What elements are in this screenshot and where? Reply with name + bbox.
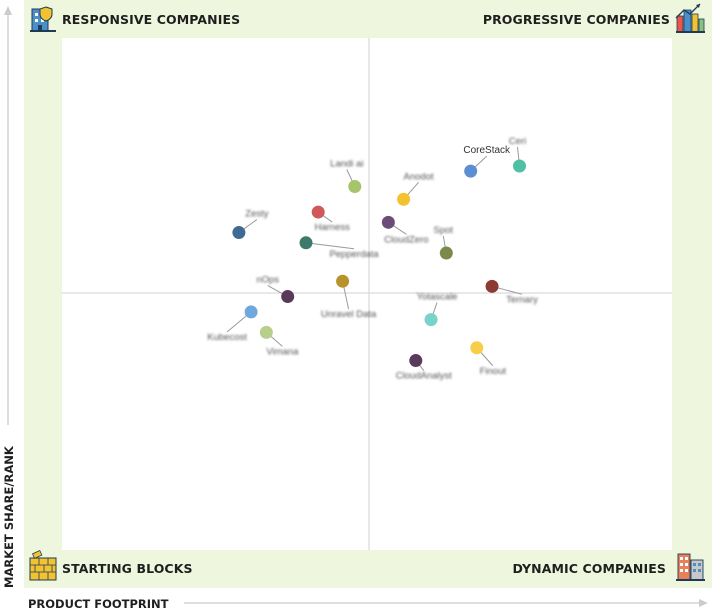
data-point-label: nOps — [256, 275, 279, 286]
data-point[interactable] — [381, 215, 395, 229]
data-point-label: Anodot — [404, 171, 434, 182]
data-point-group: Finout — [470, 341, 506, 377]
brick-wall-icon — [29, 549, 57, 581]
point-leader-line — [305, 242, 355, 250]
data-point-label: Kubecost — [207, 332, 247, 343]
data-point-group: Unravel Data — [321, 274, 377, 320]
data-point[interactable] — [311, 205, 325, 219]
data-point-group: CoreStack — [463, 145, 511, 178]
data-point-group: CloudAnalyst — [396, 354, 452, 382]
data-point-group: Kubecost — [207, 305, 258, 343]
data-point-group: Ternary — [485, 279, 538, 305]
building-shield-icon — [30, 6, 56, 32]
quadrant-label-top-right: PROGRESSIVE COMPANIES — [483, 12, 670, 27]
data-point[interactable] — [299, 236, 313, 250]
x-axis-arrow — [184, 599, 708, 607]
data-point[interactable] — [336, 274, 350, 288]
data-point-label: Pepperdata — [329, 249, 379, 260]
data-point[interactable] — [424, 313, 438, 327]
data-point-group: Landi ai — [330, 158, 363, 193]
data-point-group: Zesty — [232, 209, 269, 240]
quadrant-label-top-left: RESPONSIVE COMPANIES — [62, 12, 240, 27]
data-point-label: Ternary — [506, 294, 538, 305]
data-point-label: Yotascale — [417, 292, 458, 303]
data-point-label: CoreStack — [463, 145, 511, 156]
data-point-label: Ceri — [509, 136, 526, 147]
y-axis-label: MARKET SHARE/RANK — [2, 445, 16, 588]
data-point-group: Spot — [434, 225, 454, 260]
data-point[interactable] — [513, 159, 526, 173]
data-point[interactable] — [397, 192, 411, 206]
data-point[interactable] — [244, 305, 258, 319]
y-axis-arrow — [4, 6, 12, 425]
data-point[interactable] — [439, 246, 453, 260]
data-point-label: Harness — [315, 222, 351, 233]
city-growth-icon — [675, 3, 705, 33]
buildings-icon — [676, 553, 705, 581]
data-point[interactable] — [485, 279, 499, 293]
data-point-group: Yotascale — [417, 292, 458, 327]
quadrant-label-bottom-right: DYNAMIC COMPANIES — [512, 561, 666, 576]
quadrant-label-bottom-left: STARTING BLOCKS — [62, 561, 193, 576]
chart-plot-area — [62, 38, 672, 550]
data-point[interactable] — [409, 354, 423, 368]
data-point-label: Vimana — [266, 346, 299, 357]
data-point-group: Vimana — [259, 325, 299, 357]
data-point[interactable] — [281, 290, 295, 304]
data-point-label: Zesty — [245, 209, 268, 220]
data-point[interactable] — [348, 179, 362, 193]
data-point-group: nOps — [256, 275, 295, 304]
data-point-label: Landi ai — [330, 158, 363, 169]
data-point-group: Pepperdata — [299, 236, 379, 260]
data-point-group: Ceri — [509, 136, 526, 173]
data-point-label: Spot — [434, 225, 454, 236]
data-point-label: Unravel Data — [321, 309, 377, 320]
data-point-group: Harness — [311, 205, 351, 233]
data-point-group: Anodot — [397, 171, 434, 206]
data-point[interactable] — [259, 325, 273, 339]
data-point[interactable] — [470, 341, 484, 355]
x-axis-label: PRODUCT FOOTPRINT — [28, 597, 169, 610]
data-point-label: CloudAnalyst — [396, 371, 452, 382]
data-point[interactable] — [232, 226, 246, 240]
data-point-group: CloudZero — [381, 215, 429, 245]
data-point-label: CloudZero — [384, 234, 428, 245]
data-point-label: Finout — [480, 366, 507, 377]
data-point[interactable] — [464, 164, 478, 178]
